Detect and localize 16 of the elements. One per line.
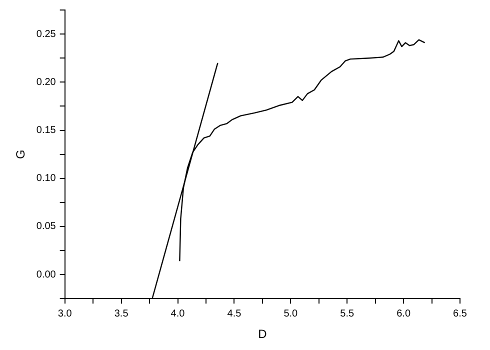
y-tick-label: 0.25 [36, 28, 56, 40]
x-tick-label: 6.5 [453, 308, 468, 320]
x-tick-label: 6.0 [396, 308, 411, 320]
x-tick-label: 4.0 [170, 308, 186, 320]
y-tick-label: 0.20 [36, 76, 56, 88]
x-tick-label: 3.5 [114, 308, 129, 320]
y-tick-label: 0.05 [36, 221, 56, 232]
x-tick-label: 5.0 [284, 308, 298, 320]
x-tick-label: 5.5 [340, 308, 354, 320]
y-tick-label: 0.10 [36, 173, 56, 184]
x-tick-label: 4.5 [227, 308, 242, 320]
y-tick-label: 0.00 [36, 269, 56, 280]
y-tick-label: 0.15 [36, 125, 56, 136]
x-tick-label: 3.0 [58, 308, 72, 320]
y-axis-title: G [14, 150, 28, 159]
x-axis-title: D [258, 327, 268, 342]
